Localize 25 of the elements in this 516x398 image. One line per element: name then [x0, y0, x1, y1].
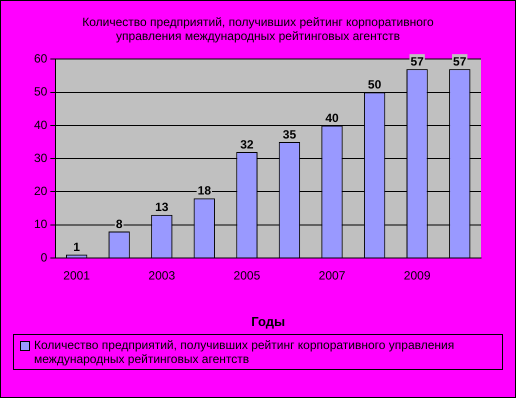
data-label: 35 [282, 127, 296, 142]
chart-title: Количество предприятий, получивших рейтинг корпоративного управления международных рейтинговых агентств [81, 14, 435, 43]
y-tick-label: 60 [34, 52, 48, 66]
y-tick-label: 0 [40, 250, 48, 264]
data-label: 32 [240, 137, 254, 152]
data-label: 57 [453, 54, 467, 68]
legend-label: Количество предприятий, получивших рейтинг корпоративного управления международных рейтинговых агентств [34, 338, 456, 366]
y-tick-label: 10 [34, 217, 48, 232]
data-label: 1 [73, 240, 80, 254]
x-tick-label: 2009 [404, 268, 431, 283]
data-label: 8 [116, 216, 123, 231]
x-tick-label: 2007 [318, 268, 346, 283]
y-tick-label: 40 [34, 118, 48, 132]
x-axis-title: Годы [251, 314, 286, 329]
data-label: 13 [155, 200, 169, 214]
data-label: 18 [198, 184, 212, 198]
x-tick-label: 2001 [63, 268, 90, 283]
data-label: 57 [410, 54, 424, 68]
y-tick-label: 30 [34, 150, 48, 165]
x-tick-label: 2003 [148, 268, 176, 283]
x-tick-label: 2005 [234, 268, 261, 283]
y-tick-label: 20 [34, 184, 48, 198]
y-tick-label: 50 [34, 84, 48, 99]
data-label: 50 [368, 78, 382, 92]
data-label: 40 [325, 110, 340, 125]
